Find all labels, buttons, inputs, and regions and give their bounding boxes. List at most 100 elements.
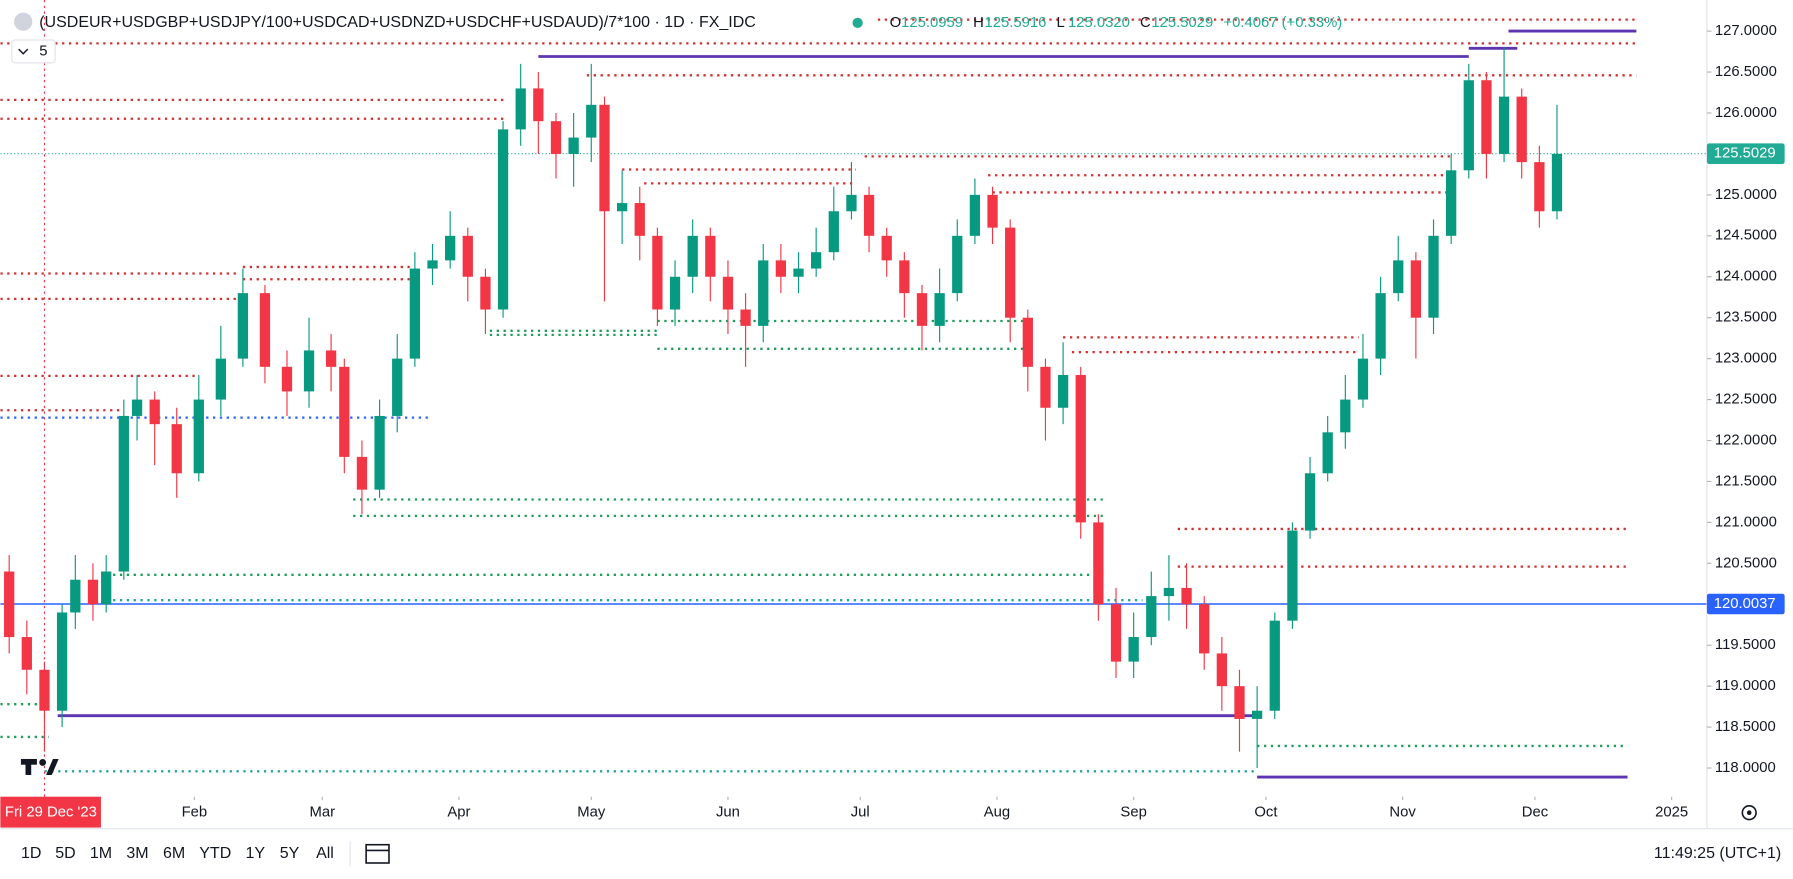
candle-body <box>828 211 839 253</box>
x-tick-label: 2025 <box>1655 805 1688 821</box>
ohlc-value: 125.0959 <box>901 15 963 31</box>
candle-body <box>215 358 226 400</box>
candle-body <box>1357 358 1369 400</box>
y-tick-label: 122.0000 <box>1715 432 1777 448</box>
y-tick-label: 126.5000 <box>1715 64 1777 80</box>
candle-body <box>775 260 787 277</box>
candle-body <box>237 293 249 359</box>
candle-body <box>4 571 15 638</box>
candle-body <box>462 235 473 277</box>
ohlc-label: L <box>1057 15 1065 31</box>
range-button[interactable]: 3M <box>126 845 148 862</box>
y-tick-label: 122.5000 <box>1715 392 1777 408</box>
candle-body <box>1022 317 1033 367</box>
candle-body <box>687 235 698 277</box>
range-button[interactable]: 1Y <box>245 845 265 862</box>
candle-body <box>131 399 143 416</box>
y-tick-label: 125.0000 <box>1715 187 1777 203</box>
x-tick-label: Mar <box>309 805 335 821</box>
candle-body <box>934 293 945 326</box>
candle-body <box>969 194 981 236</box>
candle-body <box>1093 522 1104 605</box>
settings-icon[interactable] <box>1741 805 1757 821</box>
price-label: 125.5029 <box>1714 146 1776 162</box>
candle-body <box>634 203 645 236</box>
candle-body <box>1075 375 1086 523</box>
price-label-box <box>1706 593 1785 615</box>
candle-body <box>70 579 81 613</box>
candle-body <box>497 129 509 310</box>
range-button[interactable]: 6M <box>163 845 185 862</box>
candle-body <box>445 235 456 261</box>
ohlc-value: 125.5029 <box>1151 15 1213 31</box>
range-button[interactable]: 1D <box>21 845 41 862</box>
candle-body <box>740 309 751 326</box>
candle-body <box>259 293 271 367</box>
y-tick-label: 123.5000 <box>1715 310 1777 326</box>
date-range-icon[interactable] <box>365 843 390 864</box>
candle-body <box>758 260 769 326</box>
symbol-icon[interactable] <box>14 12 33 31</box>
candle-body <box>1534 162 1545 212</box>
x-tick-label: Nov <box>1389 805 1416 821</box>
y-tick-label: 119.0000 <box>1715 678 1776 694</box>
candle-body <box>149 399 160 425</box>
candle-body <box>881 235 892 261</box>
range-button[interactable]: All <box>316 845 334 862</box>
candle-body <box>339 366 350 457</box>
candle-body <box>1393 260 1404 294</box>
candle-body <box>21 637 32 670</box>
candle-body <box>550 121 562 154</box>
candle-body <box>1040 366 1051 408</box>
clock: 11:49:25 (UTC+1) <box>1654 845 1781 862</box>
range-button[interactable]: YTD <box>199 845 231 862</box>
x-tick-label: Apr <box>447 805 470 821</box>
candle-body <box>303 350 315 392</box>
candle-body <box>1322 432 1333 474</box>
candle-body <box>281 366 293 392</box>
candle-body <box>118 415 129 572</box>
candle-body <box>409 268 421 359</box>
candle-body <box>1340 399 1351 433</box>
price-label-box <box>1706 143 1785 164</box>
range-button[interactable]: 1M <box>90 845 112 862</box>
tv-logo <box>20 758 59 775</box>
range-button[interactable]: 5D <box>55 845 75 862</box>
candle-body <box>1287 530 1298 621</box>
candle-body <box>56 612 68 711</box>
candle-body <box>811 252 822 269</box>
candle-body <box>669 276 681 310</box>
candle-body <box>392 358 403 416</box>
candle-body <box>87 579 99 605</box>
x-tick-label: May <box>577 805 606 821</box>
indicator-box[interactable] <box>11 39 56 64</box>
x-tick-label: Dec <box>1522 805 1549 821</box>
y-tick-label: 119.5000 <box>1715 637 1776 653</box>
ohlc-value: 125.5916 <box>985 15 1047 31</box>
candle-body <box>39 669 50 711</box>
x-tick-label: Jun <box>716 805 740 821</box>
y-tick-label: 120.5000 <box>1715 555 1777 571</box>
candle-body <box>427 260 438 269</box>
y-tick-label: 121.0000 <box>1715 514 1777 530</box>
visibility-dot[interactable] <box>852 17 863 29</box>
candle-body <box>846 194 857 212</box>
indicator-value: 5 <box>39 43 47 59</box>
candle-body <box>1128 637 1139 662</box>
x-tick-label: Sep <box>1120 805 1146 821</box>
candle-body <box>1269 620 1280 711</box>
y-tick-label: 118.0000 <box>1715 760 1776 776</box>
x-tick-label: Feb <box>182 805 208 821</box>
candle-body <box>1304 473 1316 531</box>
candle-body <box>1216 653 1227 687</box>
candle-body <box>171 424 182 474</box>
chart-title: (USDEUR+USDGBP+USDJPY/100+USDCAD+USDNZD+… <box>39 14 756 31</box>
candle-body <box>952 235 963 294</box>
y-tick-label: 127.0000 <box>1715 23 1777 39</box>
ohlc-label: H <box>973 15 984 31</box>
range-button[interactable]: 5Y <box>280 845 300 862</box>
x-tick-label: Aug <box>984 805 1010 821</box>
candle-body <box>916 293 928 326</box>
y-tick-label: 123.0000 <box>1715 351 1777 367</box>
